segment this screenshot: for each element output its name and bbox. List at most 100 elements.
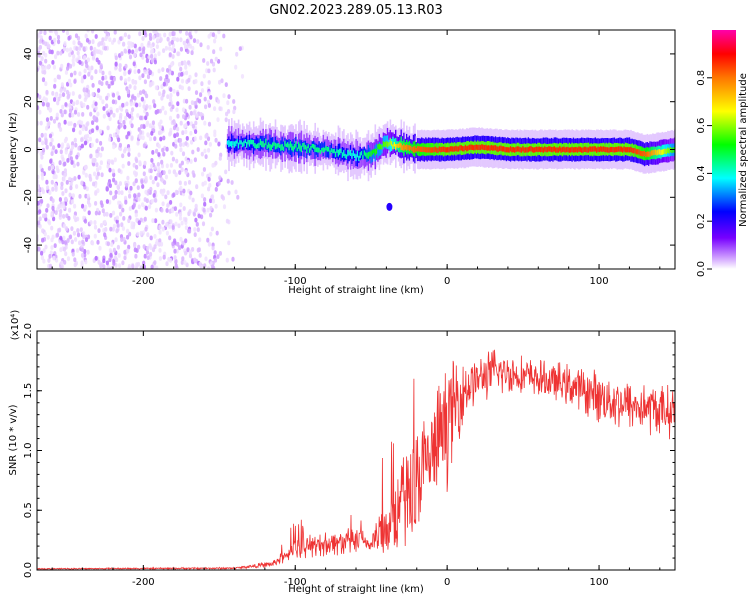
signal-band-cell bbox=[395, 144, 397, 150]
signal-band-cell bbox=[658, 149, 661, 155]
signal-band-cell bbox=[586, 147, 588, 153]
noise-speckle bbox=[221, 195, 225, 201]
signal-band-cell bbox=[250, 138, 252, 151]
noise-speckle bbox=[165, 261, 169, 267]
noise-speckle bbox=[103, 219, 107, 225]
signal-band-cell bbox=[251, 140, 254, 145]
noise-speckle bbox=[173, 248, 177, 254]
spectrogram-ytick-label: 0 bbox=[23, 146, 34, 152]
signal-band-cell bbox=[354, 153, 356, 159]
noise-speckle bbox=[198, 98, 202, 104]
noise-speckle bbox=[216, 99, 221, 104]
signal-band-cell bbox=[363, 150, 366, 156]
noise-speckle bbox=[127, 161, 131, 166]
noise-speckle bbox=[95, 162, 99, 168]
signal-band-cell bbox=[344, 153, 347, 159]
noise-speckle bbox=[54, 31, 59, 36]
noise-speckle bbox=[44, 138, 48, 144]
signal-band-cell bbox=[411, 147, 413, 152]
noise-speckle bbox=[184, 61, 188, 67]
signal-band-cell bbox=[630, 146, 632, 153]
noise-speckle bbox=[73, 109, 78, 115]
noise-speckle bbox=[70, 199, 75, 205]
noise-speckle bbox=[59, 88, 63, 93]
noise-speckle bbox=[215, 230, 219, 236]
noise-speckle bbox=[141, 202, 145, 208]
signal-band-cell bbox=[285, 143, 288, 148]
noise-speckle bbox=[106, 163, 110, 169]
noise-speckle bbox=[148, 136, 153, 142]
noise-speckle bbox=[200, 88, 205, 93]
signal-band-cell bbox=[565, 146, 568, 153]
signal-band-cell bbox=[649, 151, 651, 157]
colorbar-tick-label: 0.0 bbox=[696, 261, 707, 277]
noise-speckle bbox=[202, 58, 206, 63]
signal-band-cell bbox=[421, 146, 423, 152]
noise-speckle bbox=[63, 240, 68, 245]
noise-speckle bbox=[95, 125, 99, 131]
noise-speckle bbox=[81, 112, 85, 117]
signal-band-cell bbox=[449, 146, 452, 152]
noise-speckle bbox=[224, 117, 228, 123]
noise-speckle bbox=[138, 160, 142, 166]
noise-speckle bbox=[112, 177, 116, 183]
signal-band-cell bbox=[262, 141, 264, 148]
signal-band-cell bbox=[448, 147, 450, 153]
signal-band-cell bbox=[557, 147, 560, 153]
noise-speckle bbox=[86, 57, 90, 63]
noise-speckle bbox=[66, 238, 70, 243]
noise-speckle bbox=[192, 110, 196, 116]
noise-speckle bbox=[191, 170, 195, 176]
noise-speckle bbox=[105, 186, 109, 192]
noise-speckle bbox=[117, 253, 121, 258]
signal-band-cell bbox=[425, 147, 427, 153]
noise-speckle bbox=[176, 76, 180, 82]
noise-speckle bbox=[109, 190, 113, 196]
noise-speckle bbox=[217, 59, 221, 64]
noise-speckle bbox=[55, 112, 59, 118]
noise-speckle bbox=[145, 122, 149, 128]
noise-speckle bbox=[71, 144, 75, 150]
noise-speckle bbox=[159, 37, 163, 42]
noise-speckle bbox=[64, 102, 68, 107]
noise-speckle bbox=[184, 70, 189, 76]
noise-speckle bbox=[131, 264, 135, 269]
colorbar: 0.0 0.2 0.4 0.6 0.8 Normalized spectral ampl… bbox=[696, 30, 749, 277]
noise-speckle bbox=[168, 41, 172, 47]
signal-band-cell bbox=[500, 145, 502, 151]
noise-speckle bbox=[64, 251, 68, 257]
noise-speckle bbox=[130, 221, 134, 227]
noise-speckle bbox=[181, 142, 186, 148]
signal-band-cell bbox=[239, 140, 241, 145]
signal-band-cell bbox=[488, 145, 490, 151]
signal-band-cell bbox=[384, 142, 386, 148]
signal-band-cell bbox=[351, 153, 353, 159]
signal-band-cell bbox=[336, 148, 338, 153]
signal-band-cell bbox=[520, 147, 523, 153]
noise-speckle bbox=[206, 61, 210, 66]
noise-speckle bbox=[130, 123, 134, 129]
noise-speckle bbox=[181, 107, 186, 113]
noise-speckle bbox=[139, 135, 143, 140]
signal-band-cell bbox=[453, 146, 456, 152]
noise-speckle bbox=[163, 32, 167, 38]
signal-band-cell bbox=[623, 146, 625, 152]
noise-speckle bbox=[106, 241, 110, 247]
noise-speckle bbox=[206, 45, 210, 50]
noise-speckle bbox=[156, 32, 160, 38]
noise-speckle bbox=[95, 149, 99, 155]
noise-speckle bbox=[53, 97, 57, 102]
noise-speckle bbox=[94, 105, 98, 111]
noise-speckle bbox=[62, 46, 67, 52]
noise-speckle bbox=[133, 52, 137, 58]
noise-speckle bbox=[143, 216, 147, 222]
noise-speckle bbox=[101, 70, 105, 76]
noise-speckle bbox=[224, 169, 228, 175]
noise-speckle bbox=[140, 124, 144, 129]
noise-speckle bbox=[180, 260, 184, 265]
signal-band-cell bbox=[596, 147, 598, 153]
noise-speckle bbox=[59, 209, 63, 214]
signal-band-cell bbox=[270, 137, 273, 152]
signal-band-cell bbox=[441, 146, 444, 152]
noise-speckle bbox=[198, 237, 202, 243]
